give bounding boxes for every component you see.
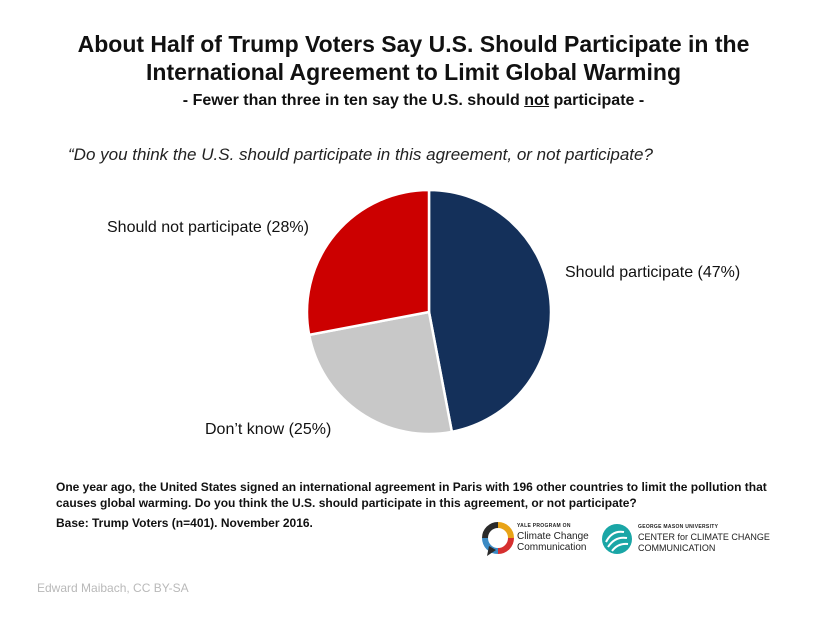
yale-logo-small-text: YALE PROGRAM ON [517,523,571,529]
sample-base-note: Base: Trump Voters (n=401). November 201… [56,516,313,530]
gmu-logo-line-2: COMMUNICATION [638,543,716,553]
pie-slice-should-not-participate [305,188,431,337]
chart-subtitle: - Fewer than three in ten say the U.S. s… [0,92,827,110]
chart-title-line-1: About Half of Trump Voters Say U.S. Shou… [77,31,750,57]
gmu-logo-text: CENTER for CLIMATE CHANGE COMMUNICATION [638,532,770,554]
pie-slice-don-t-know [307,310,454,436]
subtitle-before: - Fewer than three in ten say the U.S. s… [182,92,525,109]
subtitle-underlined: not [524,92,550,109]
gmu-center-climate-change-logo: GEORGE MASON UNIVERSITY CENTER for CLIMA… [600,522,780,558]
gmu-logo-small-text: GEORGE MASON UNIVERSITY [638,524,719,530]
slice-label-should-participate: Should participate (47%) [565,264,741,281]
yale-climate-communication-logo: YALE PROGRAM ON Climate Change Communica… [482,522,602,558]
chart-title: About Half of Trump Voters Say U.S. Shou… [0,30,827,86]
yale-logo-text: Climate Change Communication [517,531,589,553]
subtitle-after: participate - [549,92,645,109]
yale-speech-bubble-icon [482,522,514,556]
slice-label-dont-know: Don’t know (25%) [205,421,332,438]
survey-question: “Do you think the U.S. should participat… [68,145,653,164]
yale-logo-line-1: Climate Change [517,531,589,542]
chart-title-line-2: International Agreement to Limit Global … [146,59,681,85]
pie-slice-should-participate [427,188,553,434]
yale-logo-line-2: Communication [517,542,587,553]
slice-label-should-not-participate: Should not participate (28%) [107,219,309,236]
question-footnote: One year ago, the United States signed a… [56,480,767,510]
image-credit: Edward Maibach, CC BY-SA [37,581,189,595]
gmu-swirl-icon [602,524,632,554]
gmu-logo-line-1: CENTER for CLIMATE CHANGE [638,532,770,542]
